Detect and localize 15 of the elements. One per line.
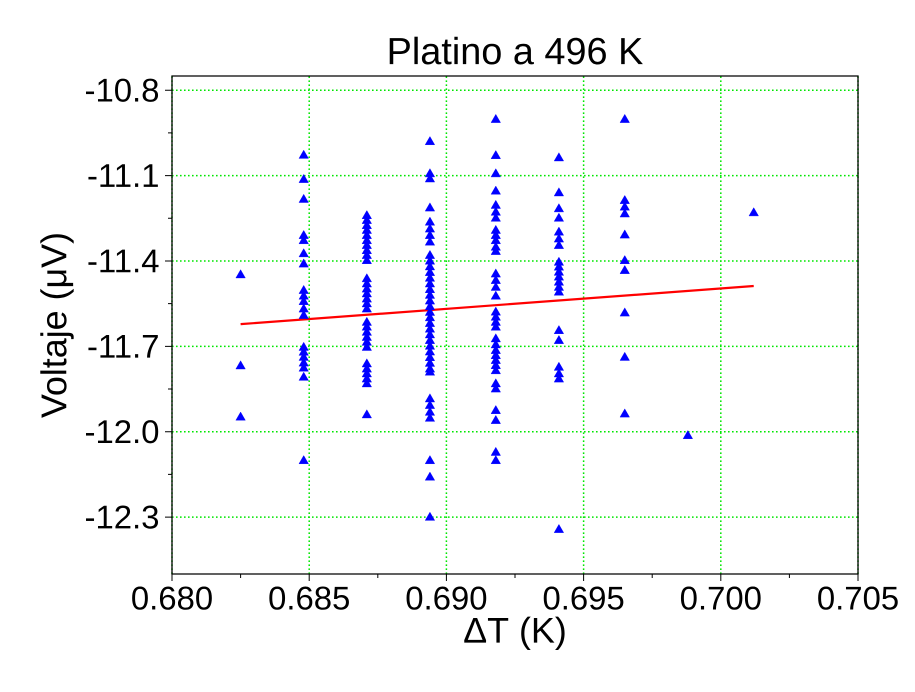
- y-tick-label: -11.1: [88, 164, 158, 187]
- y-tick-label: -12.3: [86, 505, 158, 529]
- x-tick-label: 0.680: [132, 586, 212, 610]
- x-tick-label: 0.690: [406, 586, 486, 610]
- x-axis-title: ΔT (K): [464, 616, 565, 650]
- y-tick-label: -12.0: [86, 420, 158, 444]
- x-tick-label: 0.695: [544, 586, 624, 610]
- chart-title: Platino a 496 K: [390, 36, 643, 64]
- y-tick-label: -11.7: [88, 335, 158, 358]
- x-tick-label: 0.700: [680, 586, 761, 610]
- x-tick-label: 0.685: [269, 586, 349, 610]
- x-tick-label: 0.705: [818, 586, 898, 610]
- y-tick-label: -11.4: [88, 250, 159, 272]
- y-tick-label: -10.8: [86, 78, 158, 102]
- y-axis-title: Voltaje (μV): [40, 234, 74, 418]
